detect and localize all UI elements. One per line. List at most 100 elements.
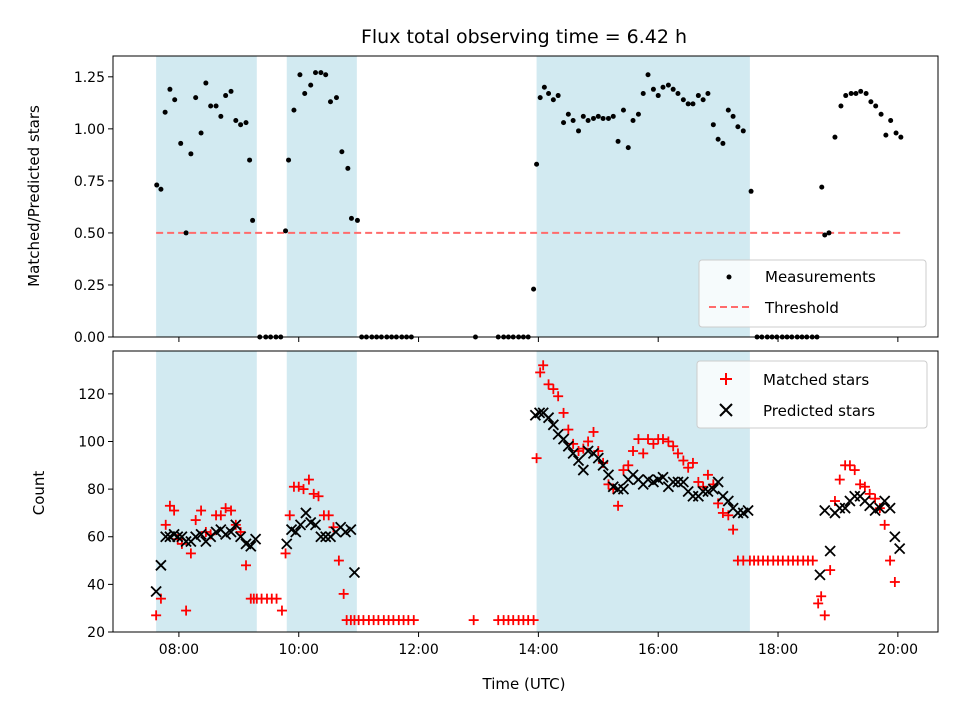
measurements-point bbox=[819, 184, 825, 190]
matched-stars-point bbox=[834, 474, 845, 485]
measurements-point bbox=[826, 230, 832, 236]
top-observing-window-1 bbox=[156, 56, 257, 337]
predicted-stars-point bbox=[697, 485, 709, 498]
x-axis-label: Time (UTC) bbox=[482, 675, 566, 693]
legend-measurements-marker bbox=[726, 274, 732, 280]
predicted-stars-point bbox=[345, 523, 357, 536]
matched-stars-point bbox=[683, 462, 694, 473]
x-tick-label: 14:00 bbox=[518, 642, 558, 658]
x-tick-label: 18:00 bbox=[758, 642, 798, 658]
measurements-point bbox=[748, 188, 754, 194]
matched-stars-point bbox=[531, 453, 542, 464]
measurements-point bbox=[630, 118, 636, 124]
matched-stars-point bbox=[538, 360, 549, 371]
matched-stars-point bbox=[220, 503, 231, 514]
top-observing-window-2 bbox=[286, 56, 357, 337]
predicted-stars-point bbox=[834, 502, 846, 514]
matched-stars-point bbox=[658, 434, 668, 445]
matched-stars-point bbox=[633, 434, 644, 445]
predicted-stars-point bbox=[577, 464, 589, 476]
predicted-stars-point bbox=[562, 440, 574, 452]
measurements-point bbox=[297, 72, 303, 78]
measurements-point bbox=[183, 230, 189, 236]
predicted-stars-point bbox=[687, 490, 699, 502]
matched-stars-point bbox=[528, 615, 539, 626]
measurements-point bbox=[883, 132, 889, 138]
measurements-point bbox=[660, 84, 666, 90]
top-observing-windows bbox=[156, 56, 750, 337]
measurements-point bbox=[695, 93, 701, 99]
measurements-point bbox=[318, 70, 324, 76]
measurements-point bbox=[286, 157, 292, 163]
measurements-point bbox=[158, 186, 164, 192]
measurements-point bbox=[570, 118, 576, 124]
predicted-stars-point bbox=[657, 471, 669, 483]
measurements-point bbox=[710, 122, 716, 128]
predicted-stars-point bbox=[667, 476, 679, 488]
matched-stars-point bbox=[613, 500, 624, 511]
measurements-point bbox=[690, 101, 696, 107]
predicted-stars-point bbox=[315, 531, 327, 543]
matched-stars-point bbox=[583, 436, 594, 447]
predicted-stars-point bbox=[712, 476, 724, 488]
measurements-point bbox=[665, 82, 671, 88]
measurements-point bbox=[291, 107, 297, 113]
bottom-y-tick-label: 100 bbox=[78, 434, 105, 450]
predicted-stars-point bbox=[294, 519, 307, 531]
measurements-point bbox=[283, 228, 289, 234]
matched-stars-point bbox=[241, 560, 252, 571]
measurements-point bbox=[345, 165, 351, 171]
matched-stars-point bbox=[190, 515, 201, 526]
legend-predicted-marker bbox=[719, 403, 733, 417]
measurements-point bbox=[591, 115, 597, 121]
top-y-tick-label: 0.50 bbox=[74, 226, 105, 242]
predicted-stars-point bbox=[542, 412, 555, 424]
predicted-stars-point bbox=[894, 543, 906, 555]
predicted-stars-point bbox=[612, 483, 624, 495]
measurements-point bbox=[167, 86, 173, 92]
top-points-layer bbox=[154, 70, 904, 340]
measurements-point bbox=[537, 95, 543, 101]
measurements-point bbox=[313, 70, 319, 76]
bottom-y-tick-label: 120 bbox=[78, 387, 105, 403]
predicted-stars-point bbox=[617, 483, 630, 495]
predicted-stars-point bbox=[884, 502, 896, 514]
predicted-stars-point bbox=[557, 433, 570, 445]
measurements-point bbox=[565, 111, 571, 117]
matched-stars-point bbox=[859, 481, 870, 492]
top-y-tick-label: 1.25 bbox=[74, 70, 105, 86]
chart-title: Flux total observing time = 6.42 h bbox=[361, 26, 687, 48]
predicted-stars-point bbox=[849, 490, 861, 502]
measurements-point bbox=[233, 118, 239, 124]
measurements-point bbox=[238, 122, 244, 128]
bottom-y-tick-label: 40 bbox=[87, 577, 105, 593]
predicted-stars-point bbox=[234, 531, 247, 543]
measurements-point bbox=[203, 80, 209, 86]
bottom-observing-windows bbox=[156, 351, 750, 632]
legend-predicted-label: Predicted stars bbox=[763, 402, 875, 420]
matched-stars-point bbox=[702, 469, 713, 480]
measurements-point bbox=[348, 215, 354, 221]
matched-stars-point bbox=[855, 479, 866, 490]
top-y-ticks: 0.00 0.25 0.50 0.75 1.00 1.25 bbox=[74, 70, 113, 346]
matched-stars-point bbox=[813, 598, 824, 609]
matched-stars-point bbox=[196, 505, 207, 516]
measurements-point bbox=[247, 157, 253, 163]
measurements-point bbox=[873, 103, 879, 109]
measurements-point bbox=[218, 113, 224, 119]
predicted-stars-point bbox=[290, 526, 302, 538]
measurements-point bbox=[843, 93, 849, 99]
top-y-tick-label: 0.25 bbox=[74, 278, 105, 294]
measurements-point bbox=[580, 113, 586, 119]
measurements-point bbox=[730, 113, 736, 119]
predicted-stars-point bbox=[879, 495, 891, 507]
predicted-stars-point bbox=[180, 535, 192, 548]
x-tick-label: 16:00 bbox=[638, 642, 678, 658]
predicted-stars-point bbox=[567, 447, 579, 460]
predicted-stars-point bbox=[592, 452, 604, 464]
measurements-point bbox=[863, 90, 869, 96]
matched-stars-point bbox=[668, 441, 679, 452]
measurements-point bbox=[550, 97, 556, 103]
matched-stars-point bbox=[816, 591, 827, 602]
predicted-stars-point bbox=[547, 419, 559, 431]
